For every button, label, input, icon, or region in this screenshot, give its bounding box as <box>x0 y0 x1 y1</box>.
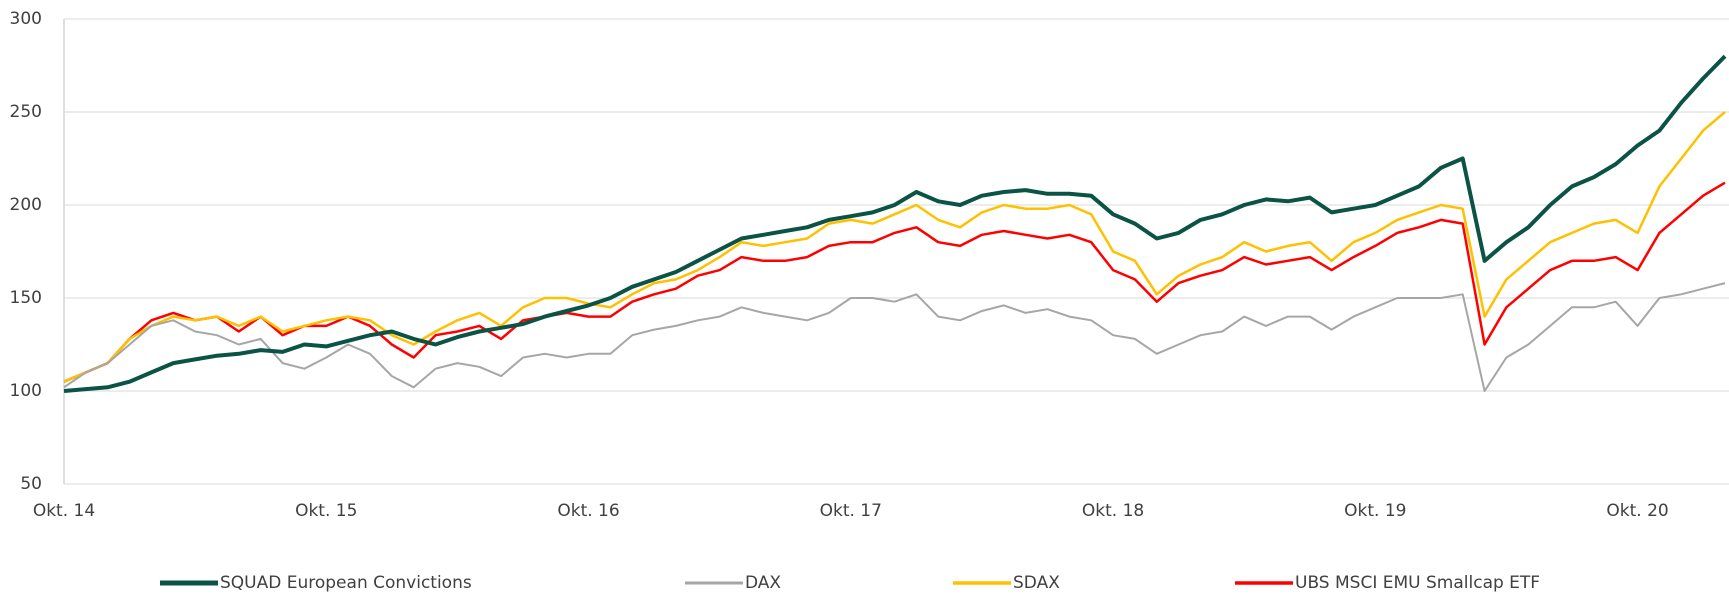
legend-label: DAX <box>745 573 781 593</box>
y-tick-label: 200 <box>10 195 42 215</box>
legend-label: UBS MSCI EMU Smallcap ETF <box>1295 573 1540 593</box>
legend-label: SQUAD European Convictions <box>220 573 472 593</box>
legend-label: SDAX <box>1013 573 1060 593</box>
y-tick-label: 150 <box>10 288 42 308</box>
x-tick-label: Okt. 20 <box>1606 501 1668 521</box>
x-tick-label: Okt. 19 <box>1344 501 1406 521</box>
series-line <box>63 54 1727 393</box>
y-tick-label: 300 <box>10 9 42 29</box>
x-tick-label: Okt. 15 <box>295 501 357 521</box>
x-tick-label: Okt. 16 <box>557 501 619 521</box>
x-tick-label: Okt. 17 <box>820 501 882 521</box>
x-tick-label: Okt. 18 <box>1082 501 1144 521</box>
series-line <box>63 111 1726 383</box>
x-tick-label: Okt. 14 <box>33 501 95 521</box>
series-line <box>63 282 1726 392</box>
y-tick-label: 250 <box>10 102 42 122</box>
series-line <box>63 181 1726 383</box>
y-tick-label: 50 <box>20 474 42 494</box>
y-tick-label: 100 <box>10 381 42 401</box>
